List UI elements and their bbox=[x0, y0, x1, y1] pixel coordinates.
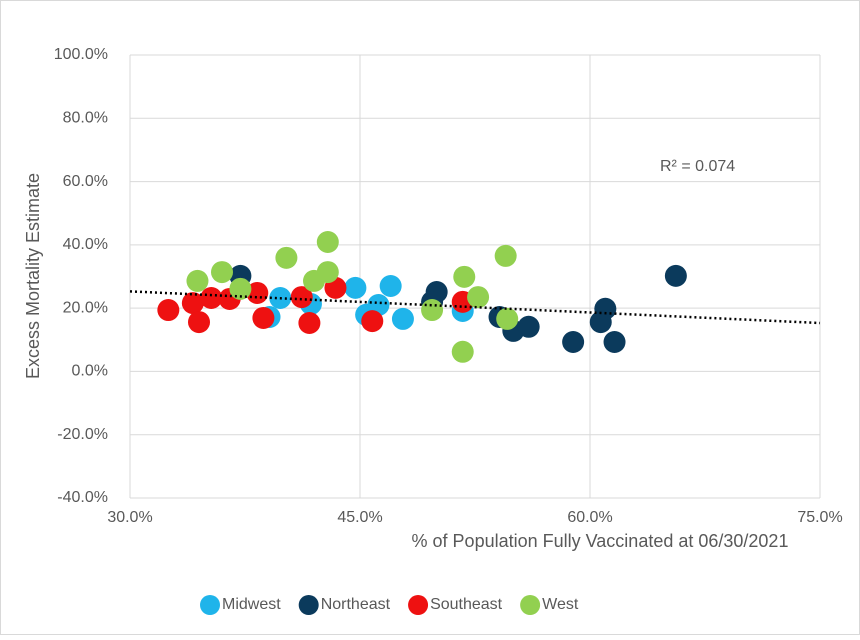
point bbox=[290, 286, 313, 309]
point bbox=[157, 299, 180, 322]
point bbox=[496, 307, 519, 330]
point bbox=[229, 277, 252, 300]
point bbox=[467, 286, 490, 309]
x-tick-label: 75.0% bbox=[797, 509, 842, 526]
point bbox=[517, 315, 540, 338]
point bbox=[246, 281, 269, 304]
annotation: R² = 0.074 bbox=[660, 158, 735, 175]
y-tick-label: -40.0% bbox=[57, 489, 108, 506]
point bbox=[252, 306, 275, 329]
point bbox=[186, 269, 209, 292]
point bbox=[211, 261, 233, 284]
point bbox=[603, 331, 626, 354]
y-tick-label: 0.0% bbox=[72, 363, 108, 380]
trendline bbox=[129, 290, 821, 325]
x-tick-label: 30.0% bbox=[107, 509, 152, 526]
point bbox=[562, 331, 585, 354]
legend-marker bbox=[200, 595, 220, 615]
point bbox=[494, 244, 517, 267]
point bbox=[188, 311, 210, 334]
point bbox=[298, 312, 321, 335]
y-tick-label: 40.0% bbox=[63, 236, 108, 253]
x-tick-label: 45.0% bbox=[337, 509, 382, 526]
point bbox=[344, 276, 367, 299]
point bbox=[453, 265, 476, 288]
legend-marker bbox=[408, 595, 429, 615]
x-tick-label: 60.0% bbox=[567, 509, 612, 526]
y-tick-label: 60.0% bbox=[63, 173, 108, 190]
legend-label: Northeast bbox=[321, 596, 391, 613]
legend-label: West bbox=[542, 596, 579, 613]
y-axis-label: Excess Mortality Estimate bbox=[23, 173, 43, 379]
point bbox=[316, 231, 339, 254]
point bbox=[451, 340, 474, 363]
y-tick-label: 100.0% bbox=[54, 46, 108, 63]
legend-marker bbox=[520, 595, 541, 615]
y-tick-label: -20.0% bbox=[57, 426, 108, 443]
point bbox=[664, 264, 687, 287]
legend-label: Midwest bbox=[222, 596, 281, 613]
legend-label: Southeast bbox=[430, 596, 503, 613]
point bbox=[379, 274, 402, 297]
point bbox=[316, 261, 339, 284]
point bbox=[361, 310, 384, 333]
y-tick-label: 80.0% bbox=[63, 110, 108, 127]
point bbox=[275, 246, 298, 269]
legend-marker bbox=[298, 595, 319, 615]
point bbox=[421, 299, 444, 322]
point bbox=[594, 297, 617, 320]
y-tick-label: 20.0% bbox=[63, 299, 108, 316]
x-axis-label: % of Population Fully Vaccinated at 06/3… bbox=[412, 531, 789, 551]
point bbox=[391, 307, 414, 330]
point bbox=[181, 292, 204, 315]
point bbox=[200, 287, 223, 310]
